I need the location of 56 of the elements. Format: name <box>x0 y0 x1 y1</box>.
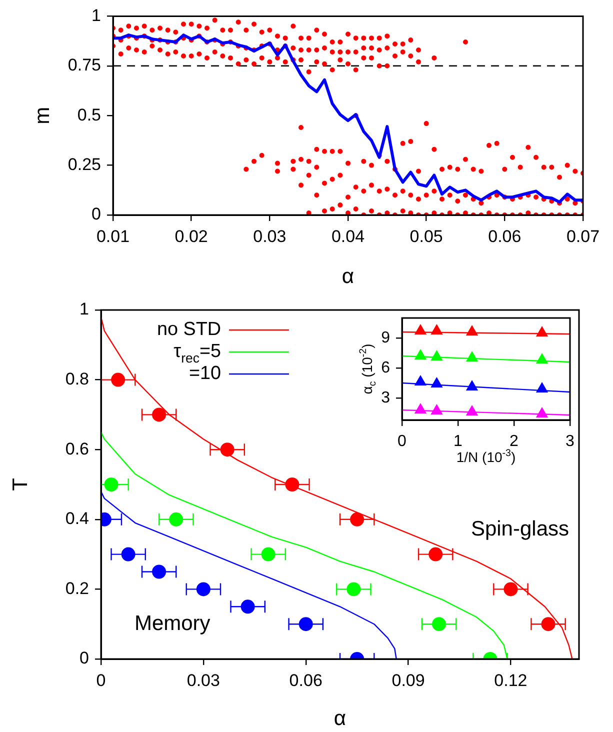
point <box>152 564 166 579</box>
x-tick-label: 0.02 <box>174 226 208 246</box>
y-tick-label: 0.25 <box>68 154 101 174</box>
x-tick-label: 3 <box>566 433 575 450</box>
y-tick-label: 6 <box>381 359 390 376</box>
point <box>152 408 166 422</box>
point <box>196 582 210 596</box>
point <box>346 582 361 596</box>
y-tick-label: 0 <box>92 204 101 224</box>
x-tick-label: 0.03 <box>186 670 220 690</box>
point <box>121 547 136 562</box>
x-tick-label: 0.03 <box>253 226 286 246</box>
point <box>261 547 276 562</box>
x-axis-title: α <box>334 706 346 730</box>
x-tick-label: 0.06 <box>488 226 522 246</box>
y-tick-label: 1 <box>80 300 89 319</box>
y-tick-label: 3 <box>381 389 390 406</box>
point <box>104 478 118 492</box>
y-tick-label: 0.8 <box>65 369 89 388</box>
point <box>240 600 255 614</box>
y-tick-label: 0.75 <box>68 56 101 75</box>
legend-label: =10 <box>188 363 222 384</box>
y-tick-label: 1 <box>92 6 101 25</box>
point <box>504 582 518 596</box>
point <box>111 372 126 387</box>
x-tick-label: 0.12 <box>494 670 528 690</box>
annotation: Spin-glass <box>470 518 570 541</box>
point <box>432 617 446 632</box>
x-tick-label: 0.09 <box>392 670 425 690</box>
x-tick-label: 0 <box>398 433 407 450</box>
y-tick-label: 0.6 <box>65 439 89 458</box>
legend-label: no STD <box>156 319 222 340</box>
point <box>428 547 443 562</box>
y-axis-title: αc (10-2) <box>358 344 379 394</box>
y-tick-label: 0 <box>80 648 89 668</box>
x-axis-title: α <box>342 264 354 288</box>
y-tick-label: 0.5 <box>77 105 101 124</box>
x-tick-label: 0.04 <box>331 226 365 246</box>
x-tick-label: 0.06 <box>289 670 322 690</box>
y-axis-title: T <box>8 478 32 491</box>
x-tick-label: 0.07 <box>566 226 600 246</box>
annotation: Memory <box>134 612 211 635</box>
point <box>350 512 364 526</box>
x-tick-label: 0.05 <box>410 226 443 246</box>
y-tick-label: 0.4 <box>65 509 89 528</box>
x-tick-label: 2 <box>510 433 519 450</box>
point <box>298 617 313 632</box>
point <box>220 442 234 457</box>
point <box>285 478 300 492</box>
y-tick-label: 0.2 <box>65 578 89 598</box>
y-axis-title: m <box>30 106 54 124</box>
point <box>541 617 556 632</box>
x-tick-label: 0.01 <box>96 226 130 246</box>
x-tick-label: 1 <box>454 433 463 450</box>
y-tick-label: 9 <box>381 329 390 346</box>
point <box>169 512 184 526</box>
